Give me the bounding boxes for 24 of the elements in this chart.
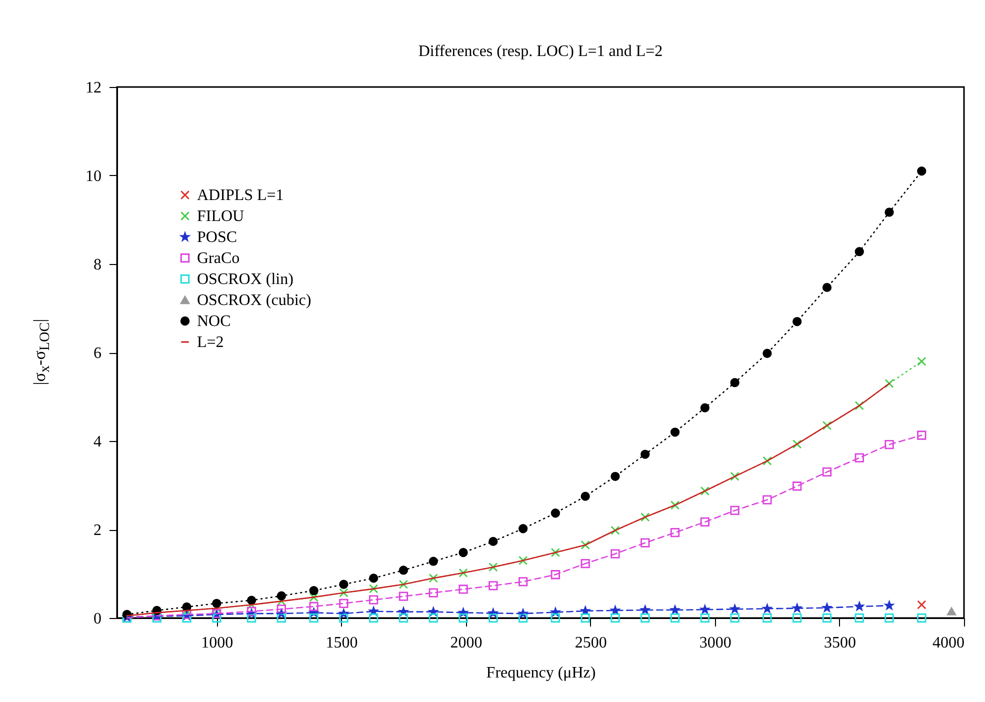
y-tick-label: 0 — [94, 610, 102, 628]
legend-label: NOC — [197, 313, 231, 330]
legend-label: GraCo — [197, 250, 240, 267]
x-tick-label: 3000 — [699, 634, 732, 652]
legend-label: L=2 — [197, 334, 224, 351]
y-tick-label: 8 — [94, 256, 102, 274]
x-axis-title: Frequency (μHz) — [486, 664, 596, 682]
legend-label: ADIPLS L=1 — [197, 187, 284, 204]
legend-label: OSCROX (lin) — [197, 271, 294, 288]
x-tick-label: 2000 — [450, 634, 482, 652]
x-tick-label: 3500 — [824, 634, 856, 652]
x-tick-label: 1500 — [326, 634, 358, 652]
y-tick-label: 6 — [94, 345, 102, 362]
y-tick-label: 10 — [86, 168, 102, 185]
y-tick-label: 2 — [94, 522, 102, 539]
y-tick-label: 4 — [94, 434, 102, 450]
x-tick-label: 1000 — [201, 634, 234, 652]
y-tick-label: 12 — [86, 80, 102, 96]
chart-title: Differences (resp. LOC) L=1 and L=2 — [418, 43, 663, 60]
x-tick-label: 4000 — [932, 634, 964, 652]
legend-label: OSCROX (cubic) — [197, 292, 312, 309]
legend-label: POSC — [197, 229, 238, 246]
x-tick-label: 2500 — [574, 634, 607, 652]
legend-label: FILOU — [197, 208, 245, 225]
